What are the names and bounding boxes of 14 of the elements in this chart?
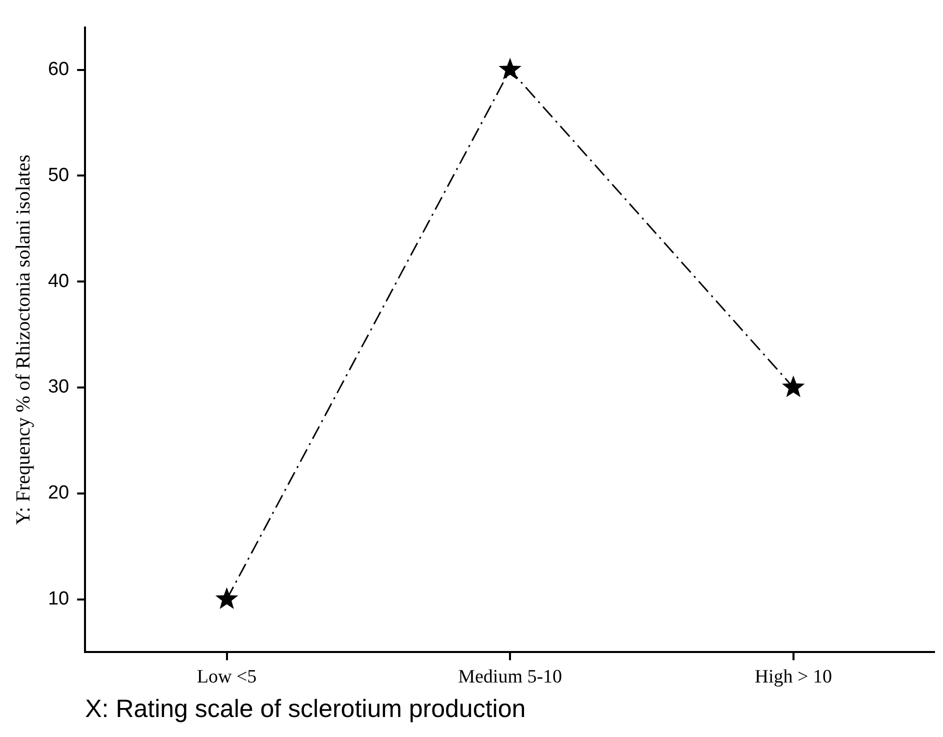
x-tick-label: Low <5 — [196, 666, 257, 688]
y-tick-label: 50 — [48, 164, 70, 186]
point — [215, 587, 238, 609]
x-tick-label: High > 10 — [754, 666, 832, 688]
y-tick-label: 60 — [48, 58, 70, 80]
x-tick-label: Medium 5-10 — [458, 666, 562, 688]
y-axis-title: Y: Frequency % of Rhizoctonia solani isolates — [12, 154, 34, 525]
x-axis-title: X: Rating scale of sclerotium production — [85, 694, 526, 723]
y-tick-label: 10 — [48, 588, 70, 610]
y-tick-label: 20 — [48, 482, 70, 504]
point — [498, 58, 522, 80]
y-tick-label: 40 — [48, 270, 70, 292]
point — [782, 375, 805, 398]
y-tick-label: 30 — [48, 376, 70, 398]
